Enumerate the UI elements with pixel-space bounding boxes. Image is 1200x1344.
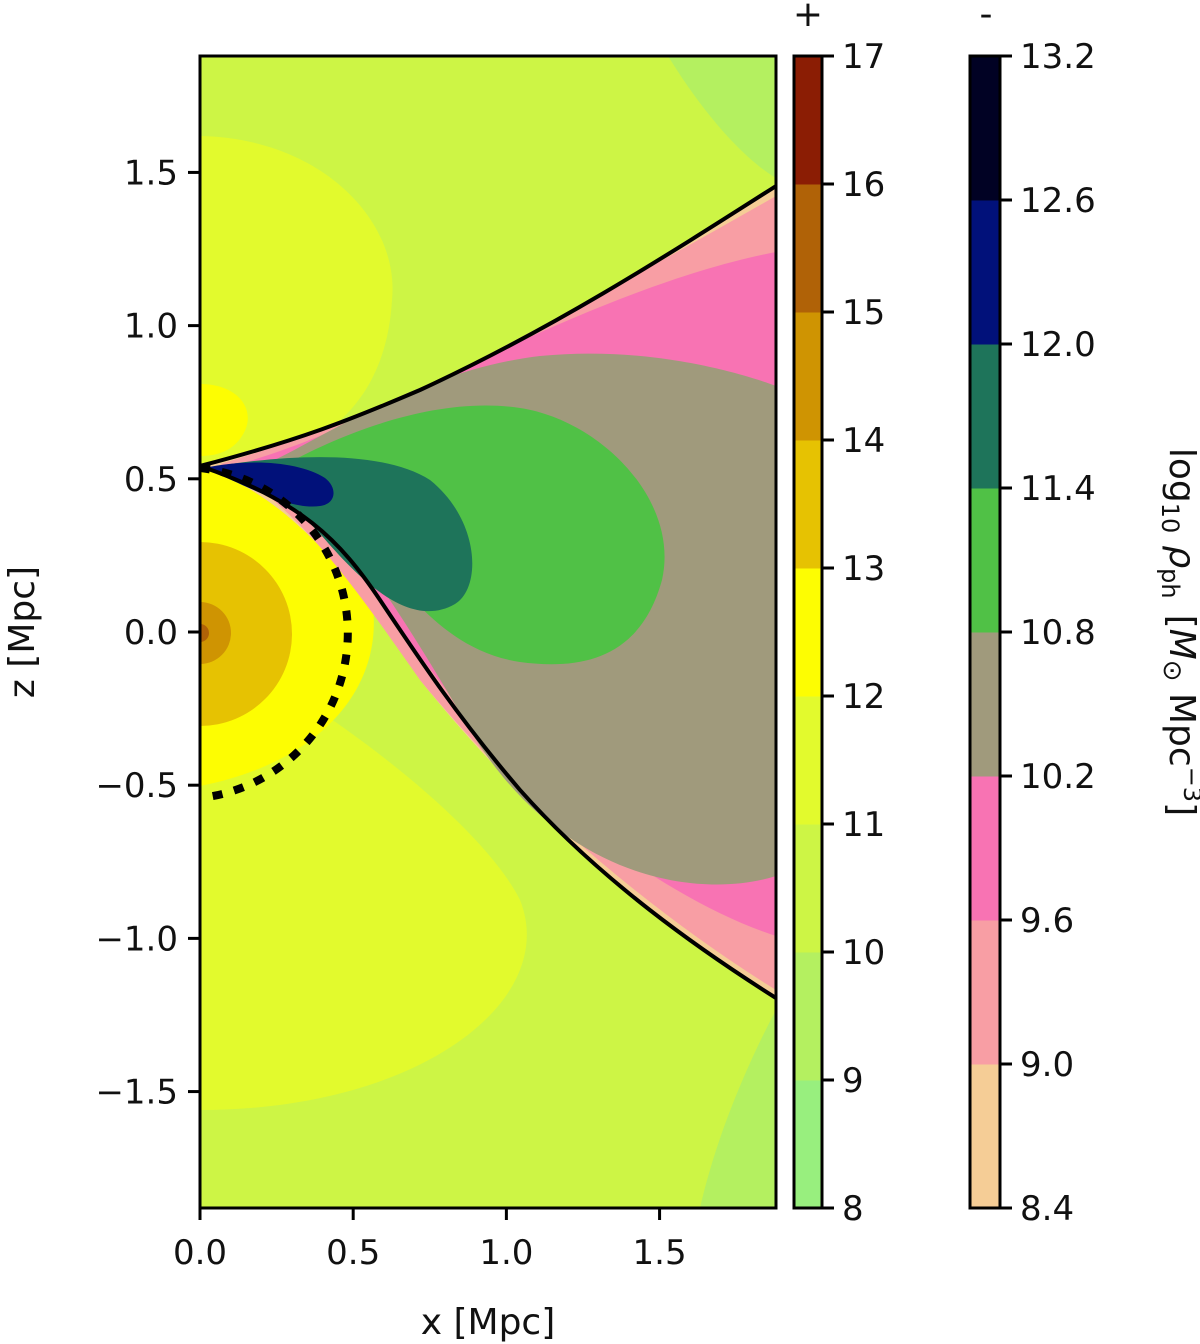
- colorbar-positive-tick-label: 14: [842, 421, 885, 461]
- contour-level-9-10-top: [668, 56, 776, 178]
- colorbar-negative-tick-label: 10.8: [1020, 613, 1096, 653]
- colorbar-positive-tick-label: 15: [842, 293, 885, 333]
- colorbar-negative-band: [970, 56, 1000, 201]
- x-tick-label: 0.5: [326, 1233, 380, 1273]
- x-tick-label: 1.5: [633, 1233, 687, 1273]
- colorbar-positive-sign: +: [793, 0, 823, 35]
- contour-plot-area: [200, 56, 776, 1208]
- colorbar-negative-tick-label: 11.4: [1020, 469, 1096, 509]
- x-axis-label: x [Mpc]: [421, 1302, 556, 1343]
- y-tick-label: 0.0: [124, 613, 178, 653]
- boundary-curve-upper: [200, 184, 776, 468]
- colorbar-positive-tick-label: 16: [842, 165, 885, 205]
- colorbar-negative: 8.4 9.0 9.6 10.2 10.8 11.4 12.0 12.6 13.2: [968, 37, 1096, 1229]
- colorbar-positive-band: [794, 1080, 822, 1209]
- colorbar-positive-band: [794, 440, 822, 569]
- colorbar-positive-tick-label: 8: [842, 1189, 864, 1229]
- negative-level-11.4-12.0: [205, 457, 473, 612]
- colorbar-negative-band: [970, 776, 1000, 921]
- x-axis-ticks: 0.0 0.5 1.0 1.5: [173, 1208, 687, 1273]
- y-tick-label: 1.0: [124, 307, 178, 347]
- colorbar-positive-frame: [792, 54, 824, 1210]
- colorbar-negative-tick-label: 10.2: [1020, 757, 1096, 797]
- y-axis-label: z [Mpc]: [2, 566, 43, 698]
- y-axis-ticks: −1.5 −1.0 −0.5 0.0 0.5 1.0 1.5: [95, 153, 200, 1113]
- colorbar-negative-band: [970, 632, 1000, 777]
- colorbar-negative-tick-label: 12.0: [1020, 325, 1096, 365]
- dashed-circle: [200, 464, 352, 802]
- colorbar-positive-band: [794, 56, 822, 185]
- colorbar-positive-band: [794, 568, 822, 697]
- x-tick-label: 1.0: [479, 1233, 533, 1273]
- y-tick-label: 0.5: [124, 460, 178, 500]
- colorbar-negative-tick-label: 12.6: [1020, 181, 1096, 221]
- y-tick-label: 1.5: [124, 153, 178, 193]
- colorbar-negative-sign: -: [980, 0, 993, 35]
- colorbar-positive-tick-label: 11: [842, 805, 885, 845]
- colorbar-negative-tick-label: 9.0: [1020, 1045, 1074, 1085]
- contour-level-14-15: [200, 602, 231, 664]
- colorbar-negative-band: [970, 920, 1000, 1065]
- contour-level-13-14: [200, 542, 292, 726]
- colorbar-positive-band: [794, 184, 822, 313]
- colorbar-positive-tick-label: 9: [842, 1061, 864, 1101]
- colorbar-positive-band: [794, 696, 822, 825]
- colorbar-negative-tick-label: 13.2: [1020, 37, 1096, 77]
- colorbar-positive-tick-label: 17: [842, 37, 885, 77]
- negative-level-12.0-12.6: [205, 462, 334, 507]
- contour-level-15-16: [200, 624, 209, 642]
- colorbar-positive: 8 9 10 11 12 13 14 15 16 17: [792, 37, 885, 1229]
- colorbar-positive-band: [794, 312, 822, 441]
- colorbar-negative-band: [970, 1064, 1000, 1209]
- contour-level-9-10-bottom: [700, 1010, 776, 1208]
- colorbar-label: log10ρph[M⊙ Mpc−3]: [1156, 448, 1200, 816]
- colorbar-negative-band: [970, 200, 1000, 345]
- contour-level-12-13-small: [200, 384, 248, 456]
- x-tick-label: 0.0: [173, 1233, 227, 1273]
- colorbar-negative-tick-label: 8.4: [1020, 1189, 1074, 1229]
- colorbar-positive-band: [794, 952, 822, 1081]
- colorbar-positive-tick-label: 10: [842, 933, 885, 973]
- boundary-curve-lower: [200, 464, 776, 1000]
- colorbar-negative-band: [970, 488, 1000, 633]
- y-tick-label: −1.0: [95, 919, 178, 959]
- contour-level-11-12-top: [200, 136, 393, 470]
- colorbar-positive-band: [794, 824, 822, 953]
- colorbar-negative-tick-label: 9.6: [1020, 901, 1074, 941]
- colorbar-positive-tick-label: 13: [842, 549, 885, 589]
- colorbar-negative-band: [970, 344, 1000, 489]
- y-tick-label: −1.5: [95, 1073, 178, 1113]
- colorbar-positive-tick-label: 12: [842, 677, 885, 717]
- y-tick-label: −0.5: [95, 766, 178, 806]
